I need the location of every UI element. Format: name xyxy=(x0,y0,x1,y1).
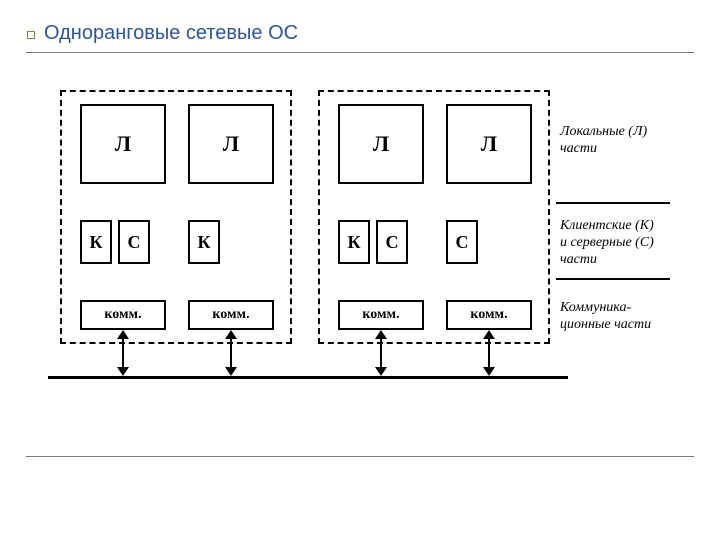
client-server-box-1: С xyxy=(118,220,150,264)
slide: Одноранговые сетевые ОС ЛЛЛЛКСККССкомм.к… xyxy=(0,0,720,540)
annotation-1: Клиентские (К)и серверные (С)части xyxy=(560,218,654,268)
client-server-box-0: К xyxy=(80,220,112,264)
page-title: Одноранговые сетевые ОС xyxy=(44,22,298,45)
annotation-0: Локальные (Л)части xyxy=(560,124,647,158)
network-os-diagram: ЛЛЛЛКСККССкомм.комм.комм.комм.Локальные … xyxy=(60,90,670,390)
row-divider-1 xyxy=(556,278,670,280)
divider-bottom xyxy=(26,456,694,457)
title-bullet-icon xyxy=(27,31,35,39)
comm-box-2: комм. xyxy=(338,300,424,330)
divider-top xyxy=(26,52,694,53)
bus-arrow-0 xyxy=(117,330,129,376)
local-box-2: Л xyxy=(338,104,424,184)
bus-arrow-1 xyxy=(225,330,237,376)
client-server-box-4: С xyxy=(376,220,408,264)
comm-box-0: комм. xyxy=(80,300,166,330)
comm-box-1: комм. xyxy=(188,300,274,330)
client-server-box-5: С xyxy=(446,220,478,264)
bus-arrow-2 xyxy=(375,330,387,376)
local-box-3: Л xyxy=(446,104,532,184)
comm-box-3: комм. xyxy=(446,300,532,330)
network-bus xyxy=(48,376,568,379)
client-server-box-3: К xyxy=(338,220,370,264)
client-server-box-2: К xyxy=(188,220,220,264)
local-box-1: Л xyxy=(188,104,274,184)
row-divider-0 xyxy=(556,202,670,204)
annotation-2: Коммуника-ционные части xyxy=(560,300,651,334)
local-box-0: Л xyxy=(80,104,166,184)
bus-arrow-3 xyxy=(483,330,495,376)
